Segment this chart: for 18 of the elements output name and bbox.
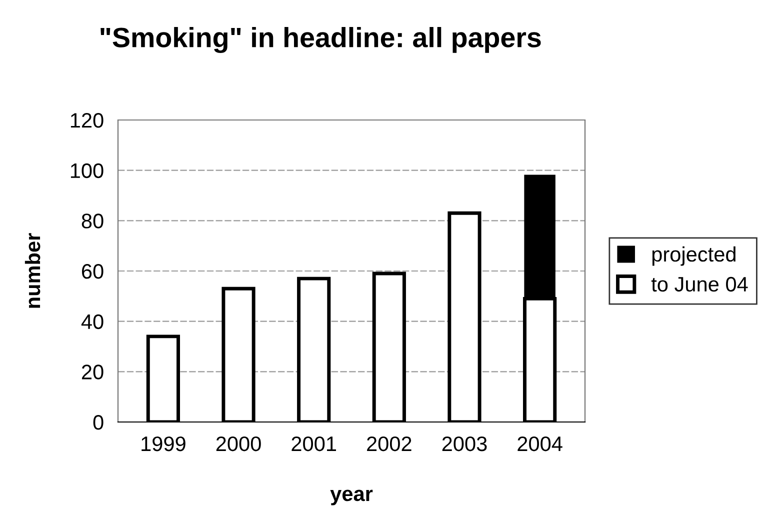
x-tick-label: 2001 <box>292 436 336 452</box>
y-tick-label: 100 <box>70 163 104 178</box>
x-tick-label: 1999 <box>142 436 186 452</box>
x-tick-label: 2000 <box>216 436 261 452</box>
y-tick-label: 40 <box>81 314 104 330</box>
x-axis-title: year <box>330 490 373 506</box>
y-tick-label: 120 <box>70 113 104 128</box>
x-tick-label: 2004 <box>518 436 562 452</box>
y-tick-label: 20 <box>82 364 104 380</box>
x-tick-label: 2003 <box>442 436 487 452</box>
chart-title: "Smoking" in headline: all papers <box>100 26 541 54</box>
y-tick-label: 80 <box>82 214 104 228</box>
y-tick-label: 60 <box>82 264 104 279</box>
legend-label: to June 04 <box>651 276 748 292</box>
x-tick-label: 2002 <box>367 436 412 452</box>
legend-label: projected <box>652 246 736 266</box>
y-tick-label: 0 <box>93 415 104 430</box>
y-axis-title: number <box>24 233 40 308</box>
